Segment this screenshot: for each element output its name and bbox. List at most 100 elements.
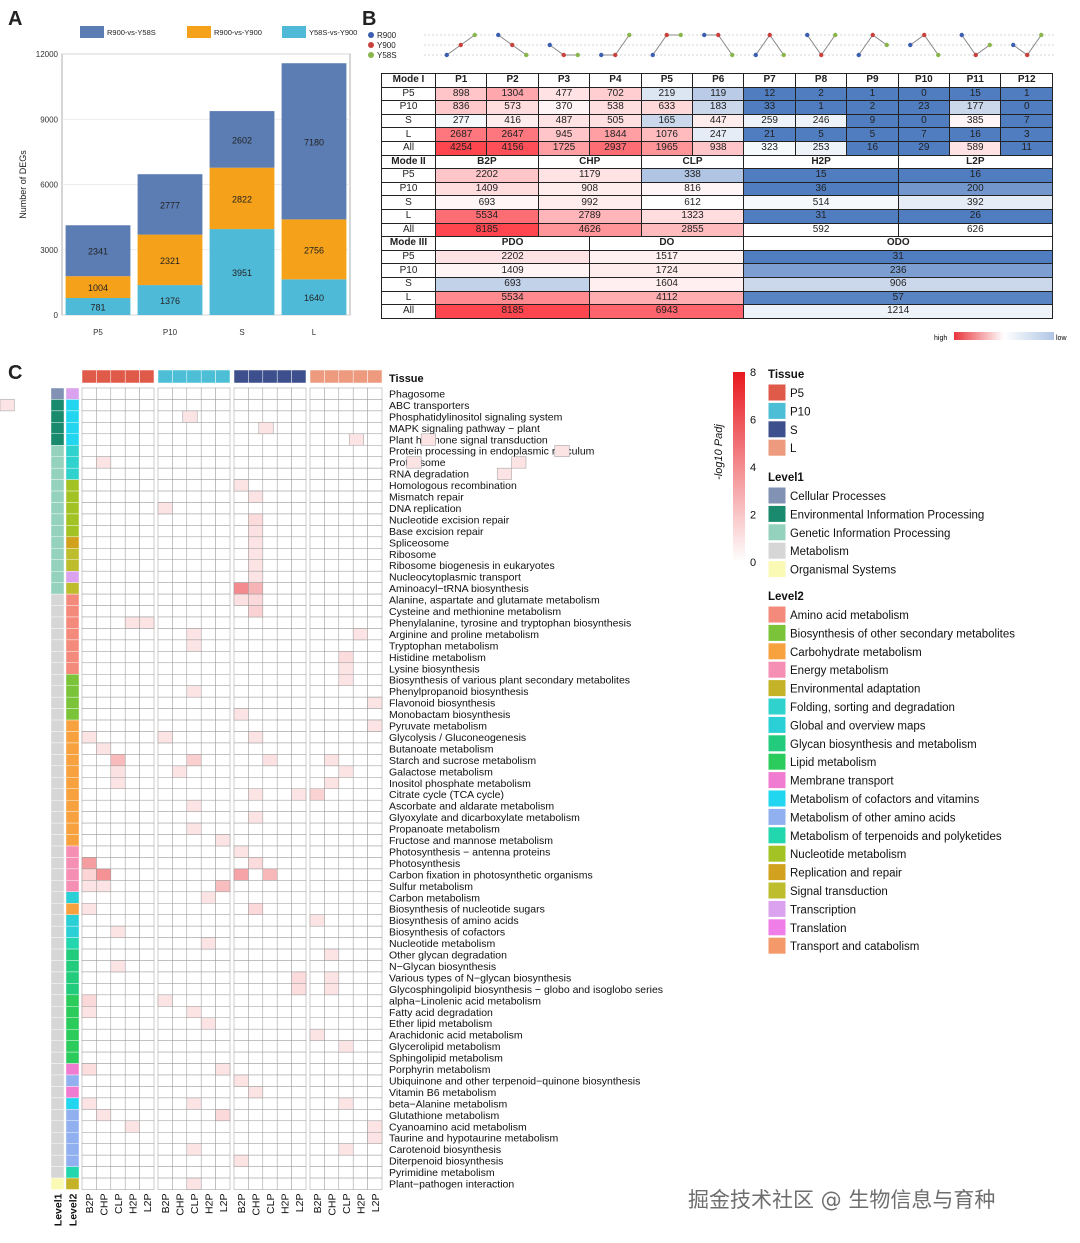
panel-c-heatmap-cell-bg	[215, 410, 231, 423]
panel-c-heatmap-cell-bg	[309, 662, 325, 675]
panel-c-heatmap-cell	[200, 937, 216, 950]
panel-c-heatmap-cell-bg	[367, 1051, 383, 1064]
panel-c-heatmap-cell	[124, 1120, 140, 1133]
panel-c-level2-cell	[65, 719, 80, 732]
panel-c-heatmap-cell-bg	[200, 1154, 216, 1167]
panel-c-heatmap-cell-bg	[124, 994, 140, 1007]
panel-c-heatmap-cell-bg	[367, 1006, 383, 1018]
panel-c-heatmap-cell-bg	[124, 868, 140, 881]
panel-c-heatmap-cell-bg	[157, 983, 173, 996]
panel-c-heatmap-cell-bg	[367, 433, 383, 446]
panel-c-level1-cell	[50, 811, 65, 824]
panel-c-legend-label: Environmental adaptation	[790, 684, 920, 696]
panel-c-heatmap-cell-bg	[248, 1006, 264, 1018]
panel-c-heatmap-cell-bg	[139, 1143, 155, 1156]
panel-c-heatmap-cell-bg	[186, 880, 202, 893]
panel-c-heatmap-cell-bg	[172, 1109, 188, 1122]
panel-c-heatmap-cell-bg	[291, 479, 307, 492]
panel-c-heatmap-cell-bg	[338, 616, 354, 629]
panel-c-level2-cell	[65, 696, 80, 709]
panel-c-heatmap-cell-bg	[367, 822, 383, 835]
panel-c-tissue-bar-cell	[200, 369, 216, 384]
panel-c-heatmap-cell-bg	[262, 685, 278, 698]
panel-c-heatmap-cell-bg	[172, 822, 188, 835]
panel-c-heatmap-cell-bg	[248, 696, 264, 709]
panel-c-heatmap-cell-bg	[186, 490, 202, 503]
panel-c-heatmap-cell-bg	[248, 708, 264, 721]
panel-c-heatmap-cell-bg	[262, 513, 278, 526]
panel-b-cell: 36	[743, 181, 899, 197]
panel-c-heatmap-cell-bg	[262, 674, 278, 686]
panel-c-heatmap-cell-bg	[367, 880, 383, 893]
panel-c-level2-cell	[65, 765, 80, 778]
panel-c-heatmap-cell-bg	[215, 616, 231, 629]
panel-a-bar-segment	[137, 285, 203, 315]
panel-c-heatmap-cell-bg	[309, 1120, 325, 1133]
panel-c-level2-cell	[65, 490, 80, 503]
panel-b-pattern-point	[444, 52, 449, 58]
panel-c-heatmap-cell	[309, 914, 325, 927]
panel-c-heatmap-cell-bg	[186, 582, 202, 595]
panel-c-level1-cell	[50, 467, 65, 480]
panel-b-cell: 11	[1000, 140, 1053, 156]
panel-c-heatmap-cell-bg	[139, 788, 155, 801]
panel-c-color-scale-title: -log10 Padj	[713, 424, 725, 480]
panel-c-heatmap-cell-bg	[200, 1028, 216, 1041]
panel-c-heatmap-cell-bg	[215, 559, 231, 572]
panel-b-legend-dot	[368, 32, 374, 38]
panel-c-heatmap-cell-bg	[309, 490, 325, 503]
panel-c-heatmap-cell-bg	[110, 834, 126, 847]
panel-c-heatmap-cell-bg	[81, 536, 97, 549]
panel-b-cell: 5	[794, 127, 848, 142]
panel-c-level1-cell	[50, 834, 65, 847]
panel-c-heatmap-cell-bg	[215, 994, 231, 1007]
panel-b-cell: 16	[846, 140, 899, 156]
panel-c-heatmap-cell-bg	[200, 525, 216, 538]
panel-c-heatmap-cell-bg	[81, 422, 97, 435]
panel-c-heatmap-cell-bg	[215, 513, 231, 526]
panel-c-heatmap-cell-bg	[157, 971, 173, 984]
panel-c-heatmap-cell-bg	[81, 1017, 97, 1030]
panel-c-heatmap-cell-bg	[186, 570, 202, 583]
panel-c-level2-cell	[65, 570, 80, 583]
panel-c-heatmap-cell	[324, 777, 340, 789]
panel-c-level1-cell	[50, 1017, 65, 1030]
panel-c-heatmap-cell-bg	[233, 731, 249, 744]
panel-c-legend-swatch	[767, 420, 787, 439]
panel-c-heatmap-cell-bg	[291, 696, 307, 709]
panel-c-level1-cell	[50, 1154, 65, 1167]
panel-b-cell: 8185	[435, 222, 539, 238]
panel-c-heatmap-cell	[248, 788, 264, 801]
panel-c-heatmap-cell-bg	[96, 971, 112, 984]
panel-c-heatmap-cell-bg	[352, 925, 368, 938]
panel-c-pathway-label: Fructose and mannose metabolism	[389, 835, 553, 847]
panel-b-col-header: P11	[949, 73, 1002, 88]
panel-c-heatmap-cell-bg	[124, 708, 140, 721]
panel-c-pathway-label: Base excision repair	[389, 526, 484, 538]
panel-c-level2-cell	[65, 399, 80, 412]
panel-c-heatmap-cell-bg	[200, 948, 216, 961]
panel-c-heatmap-cell-bg	[110, 708, 126, 721]
panel-c-heatmap-cell-bg	[309, 937, 325, 950]
panel-c-heatmap-cell-bg	[186, 445, 202, 457]
panel-c-heatmap-cell-bg	[110, 559, 126, 572]
panel-c-heatmap-cell-bg	[338, 1166, 354, 1179]
panel-c-heatmap-cell-bg	[172, 983, 188, 996]
panel-b-pattern-point	[973, 52, 978, 58]
panel-c-heatmap-cell-bg	[352, 788, 368, 801]
panel-c-heatmap-cell-bg	[276, 685, 292, 698]
panel-c-heatmap-cell-bg	[200, 754, 216, 767]
panel-a-letter: A	[8, 8, 23, 30]
panel-c-legend-label: Global and overview maps	[790, 720, 926, 732]
panel-c-heatmap-cell-bg	[233, 903, 249, 915]
panel-c-heatmap-cell-bg	[110, 1086, 126, 1099]
panel-c-level1-cell	[50, 696, 65, 709]
panel-c-heatmap-cell-bg	[324, 559, 340, 572]
panel-c-heatmap-cell-bg	[291, 708, 307, 721]
panel-c-heatmap-cell-bg	[291, 651, 307, 664]
panel-b-col-header: P8	[794, 73, 848, 88]
panel-c-heatmap-cell-bg	[215, 1143, 231, 1156]
panel-c-heatmap-cell-bg	[139, 834, 155, 847]
panel-c-heatmap-cell-bg	[81, 822, 97, 835]
panel-c-heatmap-cell-bg	[309, 570, 325, 583]
